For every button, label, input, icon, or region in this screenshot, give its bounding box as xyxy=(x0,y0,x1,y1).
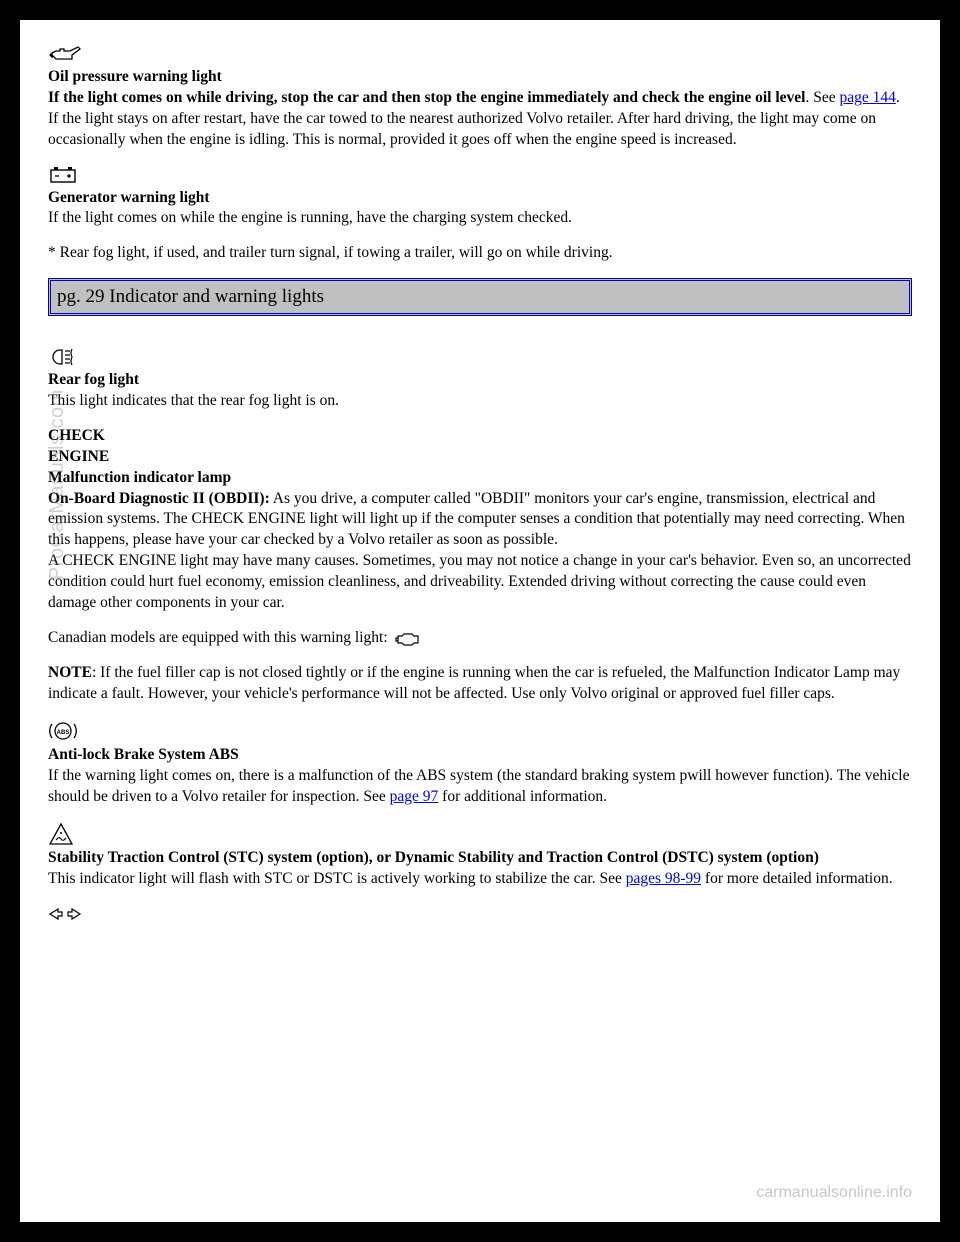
battery-icon xyxy=(48,165,912,186)
rear-fog-section: Rear fog light This light indicates that… xyxy=(48,370,912,412)
pages-98-99-link[interactable]: pages 98-99 xyxy=(626,870,701,887)
skid-warning-icon xyxy=(48,822,912,846)
rear-fog-icon xyxy=(48,346,912,368)
oil-can-icon xyxy=(48,44,912,65)
stc-section: Stability Traction Control (STC) system … xyxy=(48,848,912,890)
engine-outline-icon xyxy=(392,629,422,649)
note-bold: NOTE xyxy=(48,664,92,681)
obd-bold: On-Board Diagnostic II (OBDII): xyxy=(48,490,270,507)
rear-fog-heading: Rear fog light xyxy=(48,371,139,388)
malfunction-heading: Malfunction indicator lamp xyxy=(48,469,231,486)
footer-brand: carmanualsonline.info xyxy=(756,1182,912,1204)
page-heading-bar: pg. 29 Indicator and warning lights xyxy=(48,278,912,316)
abs-body2: for additional information. xyxy=(438,788,607,805)
note-body: : If the fuel filler cap is not closed t… xyxy=(48,664,900,702)
canadian-text: Canadian models are equipped with this w… xyxy=(48,629,392,646)
generator-section: Generator warning light If the light com… xyxy=(48,188,912,230)
abs-heading: Anti-lock Brake System ABS xyxy=(48,746,239,763)
svg-text:ABS: ABS xyxy=(57,730,70,736)
oil-section: Oil pressure warning light If the light … xyxy=(48,67,912,151)
stc-body1: This indicator light will flash with STC… xyxy=(48,870,626,887)
stc-body2: for more detailed information. xyxy=(701,870,893,887)
oil-heading: Oil pressure warning light xyxy=(48,68,222,85)
watermark: ProCarManuals.com xyxy=(44,389,71,580)
abs-icon: ABS xyxy=(48,719,912,743)
rear-fog-body: This light indicates that the rear fog l… xyxy=(48,392,339,409)
page-97-link[interactable]: page 97 xyxy=(390,788,439,805)
manual-page: ProCarManuals.com Oil pressure warning l… xyxy=(20,20,940,1222)
page-144-link[interactable]: page 144 xyxy=(840,89,896,106)
stc-heading: Stability Traction Control (STC) system … xyxy=(48,849,819,866)
oil-lead: If the light comes on while driving, sto… xyxy=(48,89,805,106)
generator-heading: Generator warning light xyxy=(48,189,210,206)
footnote: * Rear fog light, if used, and trailer t… xyxy=(48,243,912,264)
check-para2: A CHECK ENGINE light may have many cause… xyxy=(48,552,911,611)
oil-see: . See xyxy=(805,89,839,106)
turn-signal-icon xyxy=(48,903,912,924)
abs-section: Anti-lock Brake System ABS If the warnin… xyxy=(48,745,912,808)
generator-body: If the light comes on while the engine i… xyxy=(48,209,572,226)
check-engine-section: CHECK ENGINE Malfunction indicator lamp … xyxy=(48,426,912,705)
